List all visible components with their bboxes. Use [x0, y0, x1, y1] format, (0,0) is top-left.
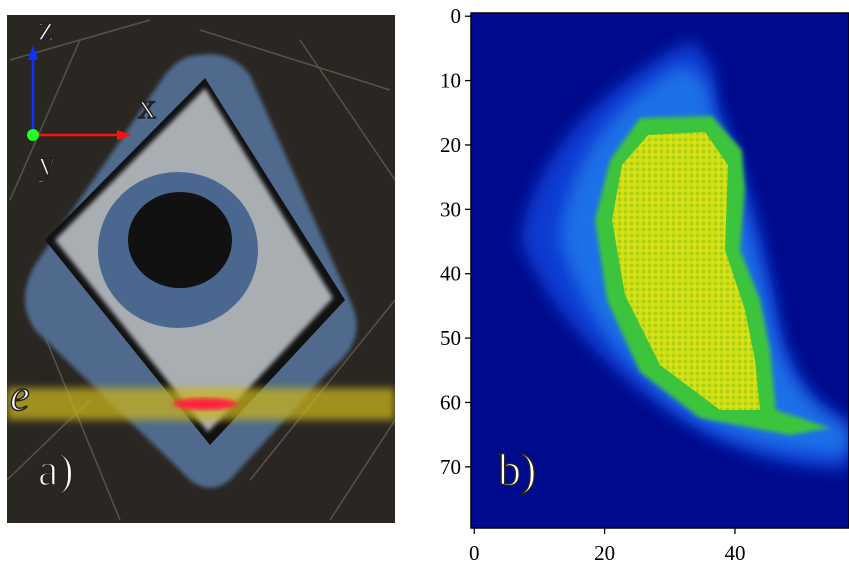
x-axis-label: x [138, 86, 156, 126]
y-axis-label: y [38, 143, 56, 183]
y-tick-label: 70 [440, 455, 461, 479]
y-tick-label: 30 [440, 197, 461, 221]
y-tick-label: 20 [440, 133, 461, 157]
x-tick-label: 40 [724, 541, 745, 565]
panel-label: a) [38, 444, 74, 495]
y-tick-label: 50 [440, 326, 461, 350]
x-tick-label: 0 [469, 541, 480, 565]
x-tick-label: 20 [594, 541, 615, 565]
z-axis-label: z [38, 8, 54, 48]
beam-label: e [10, 371, 30, 420]
panel-label: b) [498, 444, 536, 495]
y-tick-label: 40 [440, 262, 461, 286]
figure: z x y e − a) 0 20 40 0 10 20 30 40 50 60 70 b) [0, 0, 849, 567]
y-tick-label: 10 [440, 69, 461, 93]
beam-label-superscript: − [38, 362, 55, 395]
y-tick-label: 60 [440, 390, 461, 414]
y-tick-label: 0 [451, 4, 462, 28]
